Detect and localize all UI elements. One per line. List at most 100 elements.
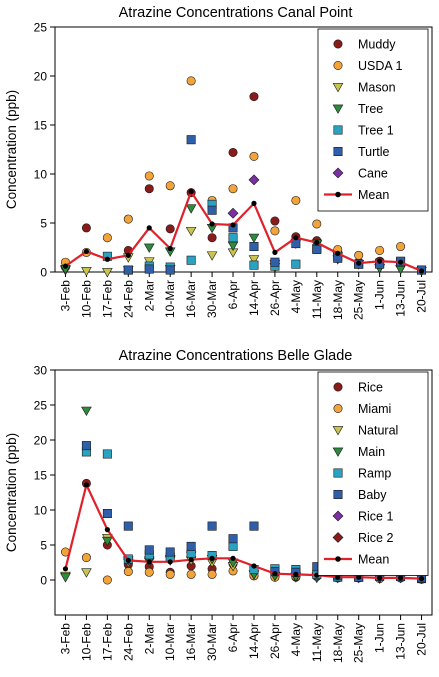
x-tick-label: 30-Mar (205, 280, 219, 318)
y-tick-label: 5 (40, 217, 47, 231)
data-point (144, 184, 154, 194)
mean-point (377, 575, 383, 581)
x-tick-label: 25-May (352, 280, 366, 320)
x-tick-label: 11-May (310, 280, 324, 319)
legend-marker (333, 403, 343, 413)
legend-marker (332, 167, 344, 179)
data-point (186, 255, 196, 265)
data-point (186, 76, 196, 86)
belle-glade-chart: Atrazine Concentrations Belle Glade Conc… (4, 348, 433, 663)
data-point (248, 233, 260, 244)
data-point (206, 251, 218, 261)
mean-point (418, 268, 425, 274)
legend-label: Muddy (358, 38, 396, 52)
mean-point (125, 252, 131, 258)
data-point (227, 207, 239, 219)
mean-point (293, 571, 299, 578)
mean-point (83, 248, 90, 255)
x-tick-label: 24-Feb (121, 623, 135, 661)
x-tick-label: 25-May (352, 623, 366, 663)
legend-marker (332, 426, 344, 436)
x-tick-label: 24-Feb (121, 280, 135, 318)
data-point (144, 171, 154, 181)
data-point (249, 151, 259, 161)
mean-line (64, 189, 422, 273)
x-tick-label: 10-Mar (163, 623, 177, 661)
y-tick-label: 25 (34, 21, 48, 35)
mean-point (209, 221, 215, 227)
y-tick-label: 0 (40, 574, 47, 588)
legend-label: Rice 2 (358, 531, 393, 545)
y-axis-label: Concentration (ppb) (4, 90, 19, 209)
data-point (185, 204, 197, 214)
legend-label: USDA 1 (358, 59, 403, 73)
x-tick-label: 10-Feb (79, 623, 93, 661)
x-tick-label: 14-Apr (247, 280, 261, 316)
legend-marker (333, 468, 343, 478)
mean-point (335, 250, 341, 256)
mean-point (418, 576, 425, 582)
mean-line (64, 481, 422, 580)
data-point (207, 521, 217, 531)
legend-marker (333, 382, 343, 392)
data-point (102, 233, 112, 243)
data-point (249, 260, 259, 270)
mean-point (397, 575, 404, 581)
data-point (186, 135, 196, 145)
x-tick-label: 17-Feb (100, 280, 114, 318)
legend-label: Miami (358, 402, 391, 416)
legend-label: Turtle (358, 145, 390, 159)
data-point (123, 521, 133, 531)
x-tick-label: 13-Jun (394, 623, 408, 660)
data-point (228, 541, 238, 551)
data-point (291, 195, 301, 205)
data-point (312, 219, 322, 229)
data-point (102, 449, 112, 459)
y-tick-label: 15 (34, 469, 48, 483)
x-tick-label: 4-May (289, 623, 303, 656)
mean-point (314, 240, 320, 246)
y-tick-label: 30 (34, 364, 48, 378)
data-point (165, 181, 175, 191)
legend-label: Mason (358, 81, 396, 95)
data-point (165, 569, 175, 579)
data-point (207, 205, 217, 215)
data-point (270, 216, 280, 226)
legend-mean-dot (335, 556, 341, 562)
legend-label: Ramp (358, 467, 391, 481)
legend-marker (333, 39, 343, 49)
mean-point (209, 555, 215, 561)
mean-point (251, 200, 257, 206)
data-point (249, 92, 259, 102)
data-point (354, 250, 364, 260)
data-point (123, 567, 133, 577)
legend-box (317, 28, 429, 212)
data-point (248, 255, 260, 265)
data-point (81, 568, 92, 578)
mean-point (83, 482, 90, 488)
y-axis-label: Concentration (ppb) (4, 433, 19, 552)
chart-title: Atrazine Concentrations Belle Glade (119, 348, 353, 364)
data-point (312, 244, 322, 254)
x-tick-label: 18-May (331, 280, 345, 320)
data-point (249, 242, 259, 252)
legend-marker (332, 532, 344, 543)
mean-point (272, 571, 278, 577)
data-point (60, 573, 71, 583)
data-point (228, 233, 238, 243)
data-point (165, 265, 175, 275)
x-tick-label: 30-Mar (205, 623, 219, 661)
data-point (81, 223, 91, 233)
data-point (102, 268, 113, 278)
mean-point (397, 259, 404, 265)
data-point (123, 214, 133, 224)
x-tick-label: 16-Mar (184, 280, 198, 318)
data-point (81, 441, 91, 451)
legend-label: Tree 1 (358, 124, 394, 138)
data-point (228, 534, 238, 544)
chart-title: Atrazine Concentrations Canal Point (119, 5, 353, 21)
x-tick-label: 11-May (310, 623, 324, 662)
mean-point (188, 189, 194, 195)
data-point (248, 174, 260, 186)
x-tick-label: 1-Jun (373, 280, 387, 310)
